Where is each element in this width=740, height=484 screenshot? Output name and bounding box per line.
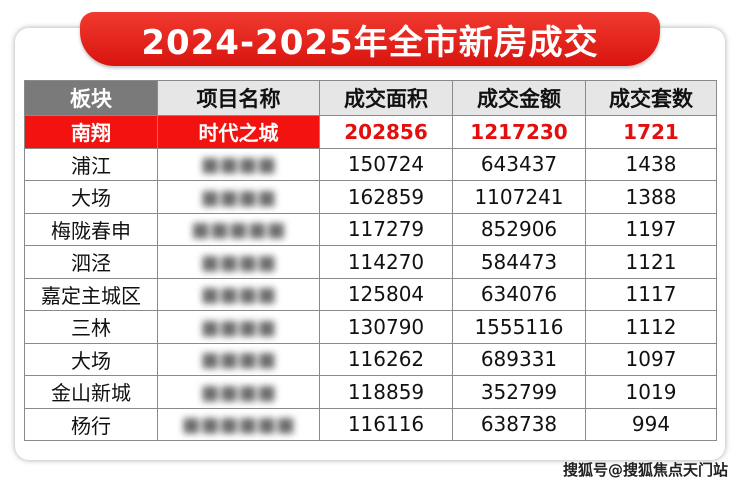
header-region: 板块 <box>24 80 158 116</box>
project-cell: ■■■■ <box>157 375 320 409</box>
table-row: 南翔 时代之城 202856 1217230 1721 <box>24 115 717 149</box>
amount-cell: 584473 <box>452 245 586 279</box>
area-cell: 125804 <box>319 277 453 311</box>
amount-cell: 634076 <box>452 277 586 311</box>
header-units: 成交套数 <box>585 80 717 116</box>
obscured-project-name: ■■■■ <box>200 152 277 177</box>
table-row: 三林 ■■■■ 130790 1555116 1112 <box>24 310 717 344</box>
units-cell: 994 <box>585 407 717 441</box>
units-cell: 1117 <box>585 277 717 311</box>
area-cell: 150724 <box>319 147 453 181</box>
project-cell: ■■■■■■ <box>157 407 320 441</box>
project-cell: 时代之城 <box>157 115 320 149</box>
area-cell: 118859 <box>319 375 453 409</box>
header-area: 成交面积 <box>319 80 453 116</box>
table-row: 泗泾 ■■■■ 114270 584473 1121 <box>24 245 717 279</box>
region-cell: 南翔 <box>24 115 158 149</box>
region-cell: 杨行 <box>24 407 158 441</box>
table-row: 金山新城 ■■■■ 118859 352799 1019 <box>24 375 717 409</box>
area-cell: 162859 <box>319 180 453 214</box>
amount-cell: 689331 <box>452 342 586 376</box>
amount-cell: 852906 <box>452 212 586 246</box>
units-cell: 1438 <box>585 147 717 181</box>
units-cell: 1121 <box>585 245 717 279</box>
obscured-project-name: ■■■■ <box>200 347 277 372</box>
units-cell: 1019 <box>585 375 717 409</box>
sales-table: 板块 项目名称 成交面积 成交金额 成交套数 南翔 时代之城 202856 12172… <box>24 80 717 441</box>
area-cell: 202856 <box>319 115 453 149</box>
project-cell: ■■■■ <box>157 277 320 311</box>
table-row: 嘉定主城区 ■■■■ 125804 634076 1117 <box>24 277 717 311</box>
region-cell: 大场 <box>24 180 158 214</box>
header-project: 项目名称 <box>157 80 320 116</box>
project-cell: ■■■■ <box>157 310 320 344</box>
amount-cell: 352799 <box>452 375 586 409</box>
table-header-row: 板块 项目名称 成交面积 成交金额 成交套数 <box>24 80 717 116</box>
header-amount: 成交金额 <box>452 80 586 116</box>
obscured-project-name: ■■■■ <box>200 249 277 274</box>
region-cell: 梅陇春申 <box>24 212 158 246</box>
table-row: 梅陇春申 ■■■■■ 117279 852906 1197 <box>24 212 717 246</box>
project-cell: ■■■■ <box>157 342 320 376</box>
table-row: 大场 ■■■■ 116262 689331 1097 <box>24 342 717 376</box>
amount-cell: 1107241 <box>452 180 586 214</box>
region-cell: 泗泾 <box>24 245 158 279</box>
amount-cell: 638738 <box>452 407 586 441</box>
table-row: 大场 ■■■■ 162859 1107241 1388 <box>24 180 717 214</box>
units-cell: 1388 <box>585 180 717 214</box>
page-title: 2024-2025年全市新房成交 <box>80 12 660 66</box>
region-cell: 嘉定主城区 <box>24 277 158 311</box>
units-cell: 1112 <box>585 310 717 344</box>
table-body: 南翔 时代之城 202856 1217230 1721 浦江 ■■■■ 150724 64343… <box>24 115 717 441</box>
amount-cell: 1555116 <box>452 310 586 344</box>
obscured-project-name: ■■■■ <box>200 379 277 404</box>
project-cell: ■■■■ <box>157 245 320 279</box>
region-cell: 大场 <box>24 342 158 376</box>
area-cell: 117279 <box>319 212 453 246</box>
watermark: 搜狐号@搜狐焦点天门站 <box>562 461 728 479</box>
units-cell: 1097 <box>585 342 717 376</box>
amount-cell: 1217230 <box>452 115 586 149</box>
obscured-project-name: ■■■■ <box>200 314 277 339</box>
amount-cell: 643437 <box>452 147 586 181</box>
units-cell: 1721 <box>585 115 717 149</box>
obscured-project-name: ■■■■■■ <box>181 412 296 437</box>
obscured-project-name: ■■■■ <box>200 282 277 307</box>
table-row: 浦江 ■■■■ 150724 643437 1438 <box>24 147 717 181</box>
area-cell: 114270 <box>319 245 453 279</box>
obscured-project-name: ■■■■ <box>200 184 277 209</box>
project-cell: ■■■■ <box>157 147 320 181</box>
project-cell: ■■■■ <box>157 180 320 214</box>
units-cell: 1197 <box>585 212 717 246</box>
region-cell: 三林 <box>24 310 158 344</box>
region-cell: 金山新城 <box>24 375 158 409</box>
region-cell: 浦江 <box>24 147 158 181</box>
area-cell: 130790 <box>319 310 453 344</box>
area-cell: 116116 <box>319 407 453 441</box>
table-row: 杨行 ■■■■■■ 116116 638738 994 <box>24 407 717 441</box>
area-cell: 116262 <box>319 342 453 376</box>
obscured-project-name: ■■■■■ <box>191 217 286 242</box>
project-cell: ■■■■■ <box>157 212 320 246</box>
